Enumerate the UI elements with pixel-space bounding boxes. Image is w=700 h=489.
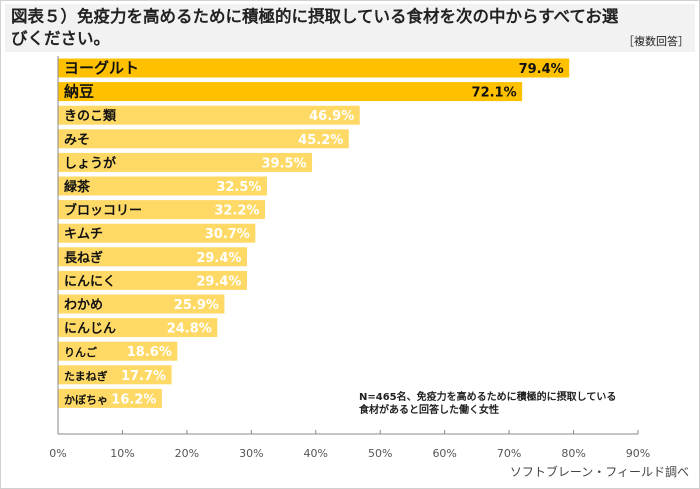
- sample-annotation: N=465名、免疫力を高めるために積極的に摂取している 食材があると回答した働く…: [359, 391, 616, 417]
- category-label: にんじん: [64, 322, 116, 337]
- x-tick-label: 60%: [432, 447, 456, 460]
- x-tick-label: 20%: [175, 447, 199, 460]
- data-label: 18.6%: [127, 345, 172, 360]
- category-label: しょうが: [64, 155, 116, 171]
- data-label: 29.4%: [196, 251, 241, 266]
- category-label: キムチ: [64, 227, 103, 242]
- data-label: 32.2%: [214, 204, 259, 219]
- data-label: 72.1%: [472, 86, 517, 101]
- data-label: 79.4%: [519, 62, 564, 77]
- data-label: 25.9%: [174, 298, 219, 313]
- category-label: りんご: [64, 345, 98, 359]
- x-tick-label: 30%: [239, 447, 263, 460]
- category-label: 緑茶: [64, 179, 91, 195]
- x-tick-label: 80%: [561, 447, 585, 460]
- data-label: 39.5%: [261, 156, 306, 171]
- x-tick-label: 50%: [368, 447, 392, 460]
- data-label: 45.2%: [298, 133, 343, 148]
- category-label: みそ: [64, 133, 90, 148]
- data-label: 46.9%: [309, 109, 354, 124]
- annotation-line-2: 食材があると回答した働く女性: [359, 405, 499, 416]
- category-label: わかめ: [64, 298, 103, 313]
- category-label: 納豆: [64, 83, 94, 101]
- category-label: かぼちゃ: [64, 393, 108, 406]
- category-label: ヨーグルト: [64, 59, 139, 77]
- category-label: にんにく: [64, 274, 116, 289]
- x-tick-label: 70%: [497, 447, 521, 460]
- x-tick-label: 0%: [49, 447, 66, 460]
- header: 図表５）免疫力を高めるために積極的に摂取している食材を次の中からすべてお選びくだ…: [5, 4, 695, 52]
- chart-title: 図表５）免疫力を高めるために積極的に摂取している食材を次の中からすべてお選びくだ…: [11, 7, 619, 48]
- data-label: 24.8%: [167, 322, 212, 337]
- data-label: 30.7%: [205, 227, 250, 242]
- x-tick-label: 90%: [626, 447, 650, 460]
- category-label: きのこ類: [64, 109, 117, 124]
- data-label: 17.7%: [121, 369, 166, 384]
- multiple-answer-note: ［複数回答］: [623, 35, 689, 48]
- data-label: 32.5%: [216, 180, 261, 195]
- data-label: 29.4%: [196, 274, 241, 289]
- category-label: ブロッコリー: [64, 203, 142, 219]
- category-label: 長ねぎ: [64, 250, 103, 266]
- annotation-line-1: N=465名、免疫力を高めるために積極的に摂取している: [359, 392, 617, 403]
- source-label: ソフトブレーン・フィールド調べ: [509, 465, 689, 479]
- bar: [57, 81, 524, 103]
- data-label: 16.2%: [111, 392, 156, 407]
- category-label: たまねぎ: [64, 369, 108, 383]
- x-tick-label: 40%: [304, 447, 328, 460]
- x-tick-label: 10%: [110, 447, 134, 460]
